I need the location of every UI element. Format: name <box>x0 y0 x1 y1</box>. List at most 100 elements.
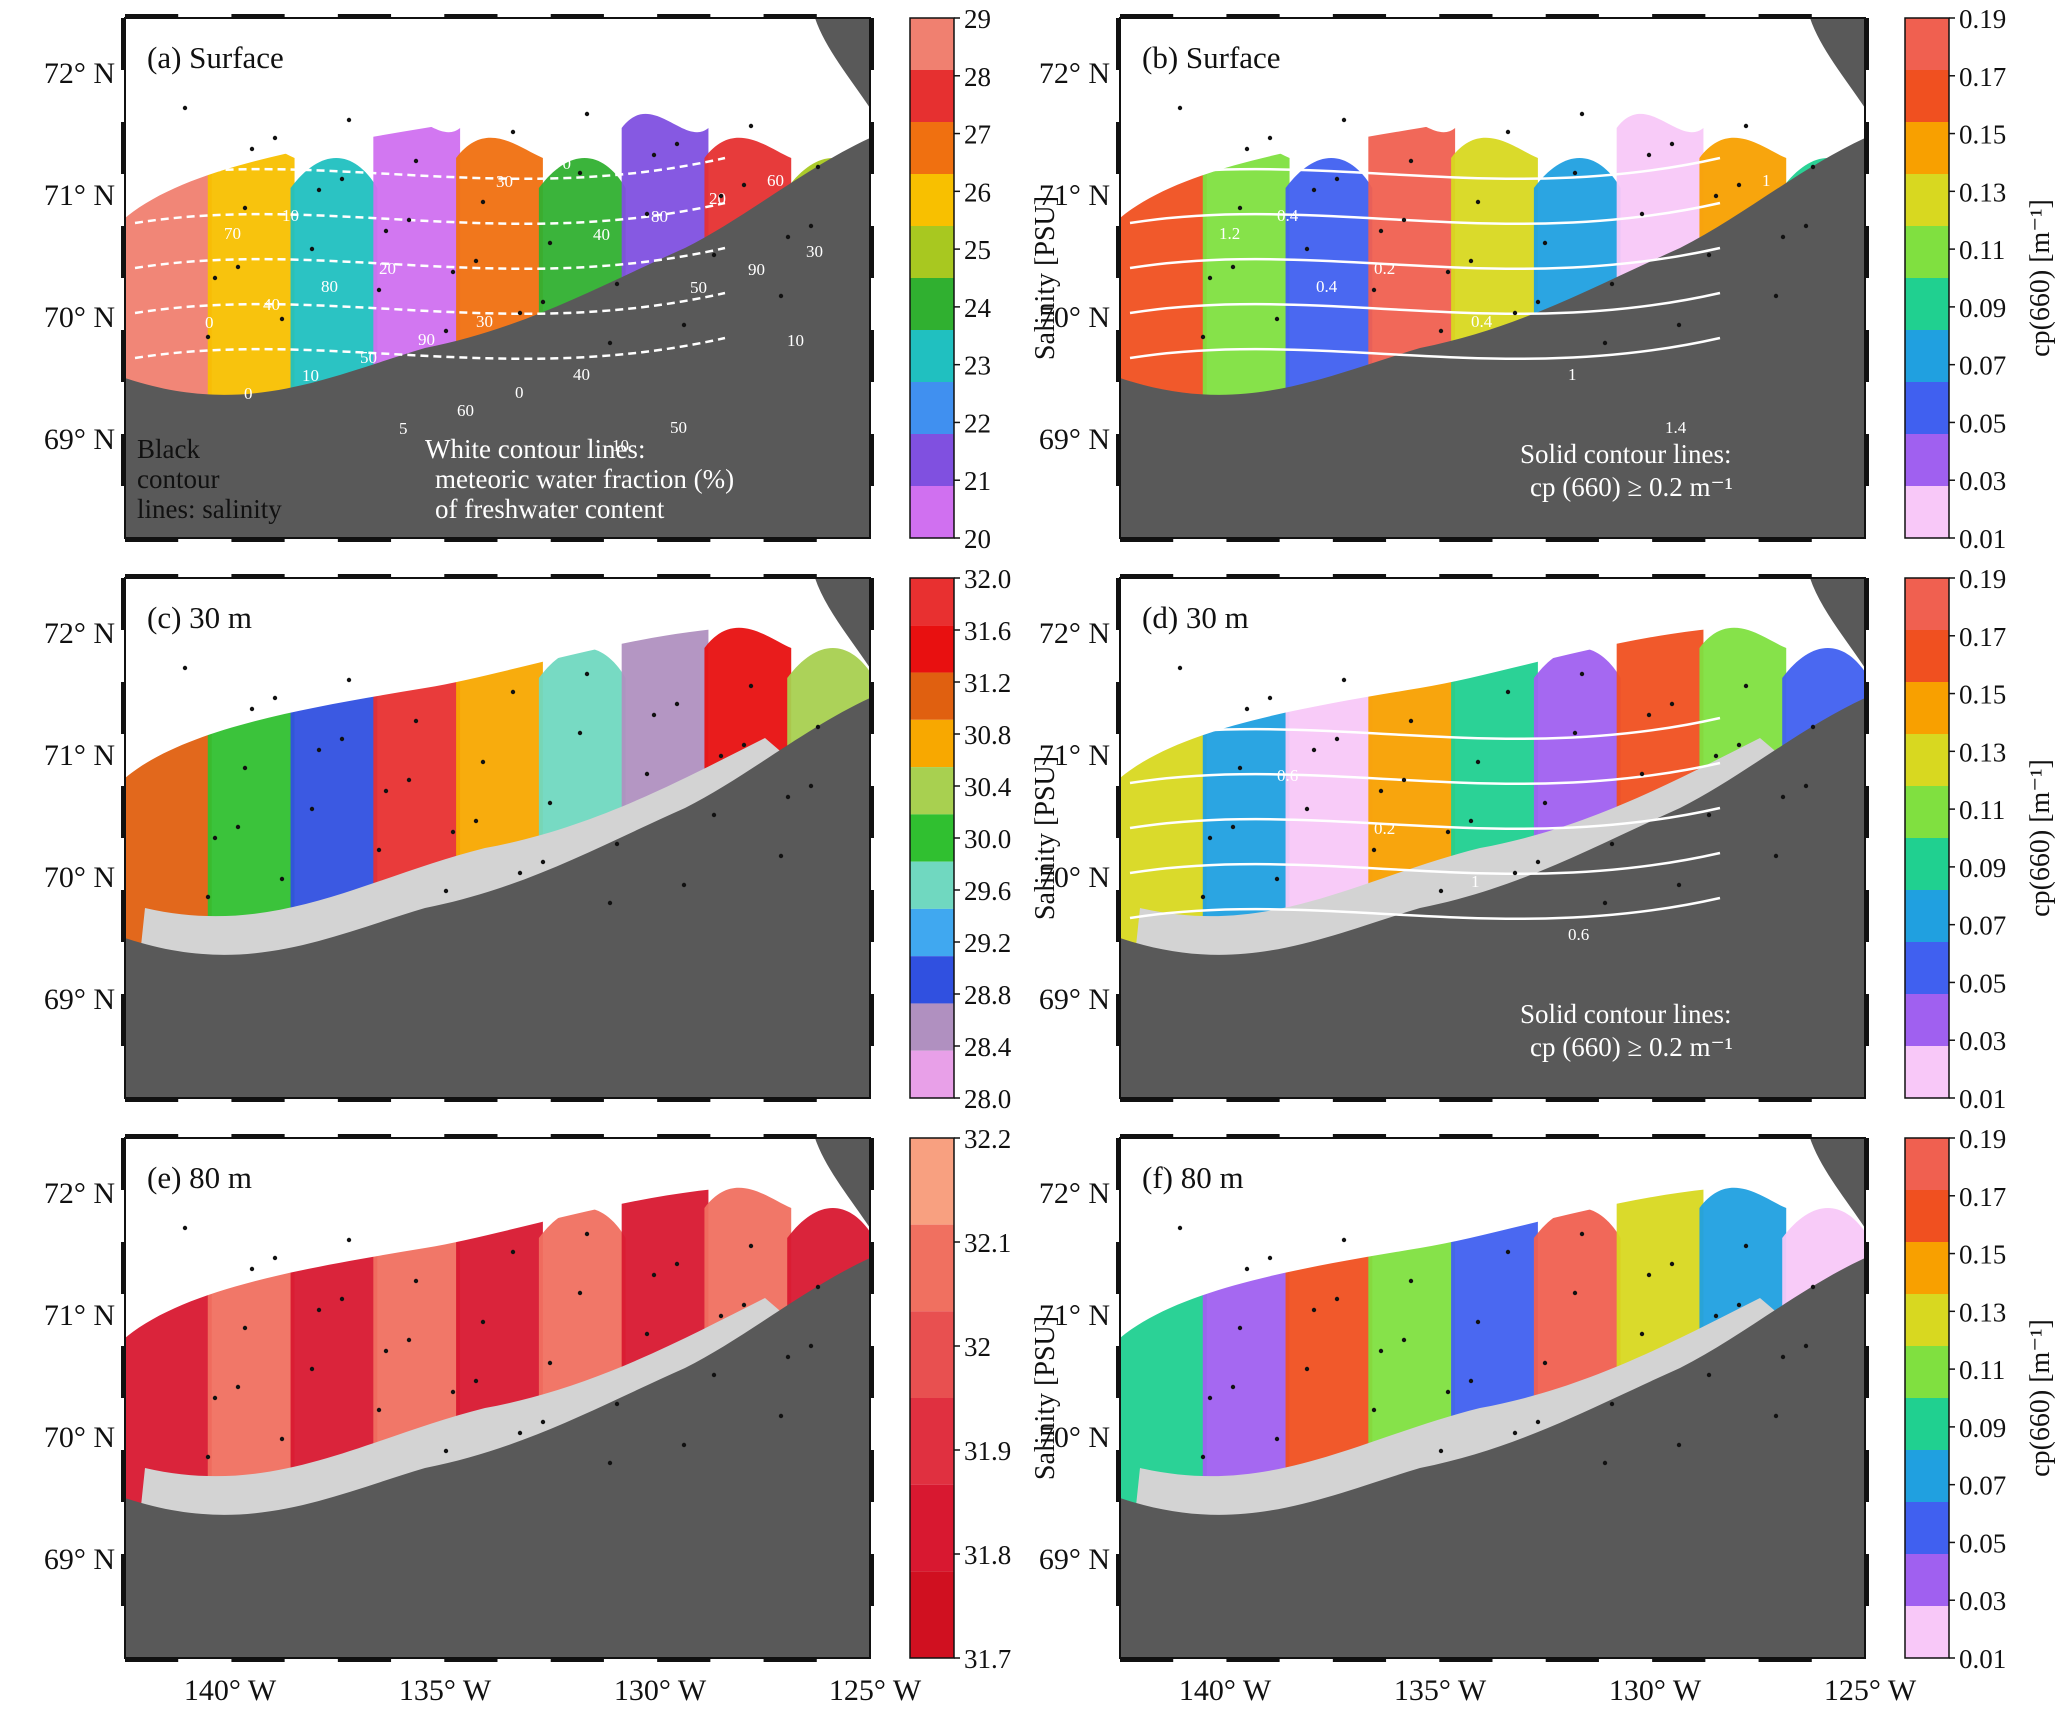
station-dot <box>1311 747 1317 753</box>
frame-tick <box>1865 1242 1869 1294</box>
station-dot <box>272 1255 278 1261</box>
station-dot <box>1780 1354 1786 1360</box>
station-dot <box>1736 1302 1742 1308</box>
station-dot <box>1438 328 1444 334</box>
station-dot <box>1773 293 1779 299</box>
lat-tick-label: 70° N <box>1039 861 1110 894</box>
frame-tick <box>1226 14 1280 18</box>
station-dot <box>1311 187 1317 193</box>
contour-label: 1.2 <box>1219 224 1240 243</box>
station-dot <box>778 853 784 859</box>
station-dot <box>212 275 218 281</box>
station-dot <box>1542 1360 1548 1366</box>
station-dot <box>1773 1413 1779 1419</box>
colorbar-title: cp(660) [m⁻¹] <box>2025 1319 2056 1477</box>
station-dot <box>1341 677 1347 683</box>
colorbar-swatch <box>1905 278 1949 330</box>
station-dot <box>473 1378 479 1384</box>
station-dot <box>443 888 449 894</box>
station-dot <box>1274 1436 1280 1442</box>
contour-label: 90 <box>418 330 435 349</box>
station-dot <box>584 1231 590 1237</box>
frame-tick <box>1116 226 1120 278</box>
contour-label: 20 <box>709 189 726 208</box>
frame-tick <box>1120 1134 1174 1138</box>
contour-label: 40 <box>573 365 590 384</box>
station-dot <box>235 824 241 830</box>
station-dot <box>309 246 315 252</box>
frame-tick <box>231 538 285 542</box>
station-dot <box>473 818 479 824</box>
contour-label: 80 <box>651 207 668 226</box>
colorbar-label: 0.01 <box>1959 1644 2006 1674</box>
station-dot <box>517 870 523 876</box>
frame-tick <box>1865 578 1869 630</box>
colorbar-title: Salinity [PSU] <box>1030 1316 1061 1480</box>
frame-tick <box>870 226 874 278</box>
panel-c-map <box>125 578 870 1098</box>
colorbar-label: 0.05 <box>1959 968 2006 998</box>
station-dot <box>1207 1395 1213 1401</box>
station-dot <box>785 234 791 240</box>
station-dot <box>785 1354 791 1360</box>
lat-tick-label: 70° N <box>44 301 115 334</box>
frame-tick <box>1116 1554 1120 1606</box>
frame-tick <box>1332 574 1387 578</box>
land-mass <box>125 698 870 1098</box>
contour-label: 1 <box>185 153 194 172</box>
colorbar-swatch <box>910 1003 954 1051</box>
annotation: Solid contour lines: <box>1520 439 1732 469</box>
station-dot <box>584 671 590 677</box>
station-dot <box>540 859 546 865</box>
colorbar-label: 27 <box>964 120 991 150</box>
station-dot <box>1676 882 1682 888</box>
frame-tick <box>231 1658 285 1662</box>
colorbar-swatch <box>1905 382 1949 434</box>
station-dot <box>235 264 241 270</box>
station-dot <box>1803 1343 1809 1349</box>
frame-tick <box>444 538 498 542</box>
contour-label: 40 <box>263 295 280 314</box>
frame-tick <box>337 538 392 542</box>
frame-tick <box>1439 1134 1493 1138</box>
station-dot <box>540 299 546 305</box>
contour-line <box>1129 336 1721 361</box>
station-dot <box>1408 718 1414 724</box>
colorbar-frame <box>909 17 955 539</box>
colorbar-swatch <box>910 719 954 768</box>
colorbar-label: 0.05 <box>1959 1528 2006 1558</box>
panel-a-map: 1102030405060708090010203040506070809001… <box>125 18 870 538</box>
station-dot <box>1780 234 1786 240</box>
frame-tick <box>870 18 874 70</box>
station-dot <box>808 223 814 229</box>
frame-tick <box>870 786 874 838</box>
colorbar-swatch <box>1905 786 1949 838</box>
station-dot <box>1602 900 1608 906</box>
station-dot <box>1669 141 1675 147</box>
colorbar-swatch <box>910 672 954 720</box>
station-dot <box>510 1249 516 1255</box>
colorbar-label: 0.17 <box>1959 622 2006 652</box>
station-dot <box>1646 712 1652 718</box>
station-dot <box>674 701 680 707</box>
colorbar-swatch <box>1905 1294 1949 1346</box>
frame-tick <box>1332 1134 1387 1138</box>
station-dot <box>272 695 278 701</box>
station-dot <box>339 736 345 742</box>
colorbar-swatch <box>1905 994 1949 1046</box>
colorbar-swatch <box>1905 630 1949 682</box>
station-dot <box>383 1348 389 1354</box>
station-dot <box>339 176 345 182</box>
station-dot <box>339 1296 345 1302</box>
lat-tick-label: 70° N <box>44 861 115 894</box>
station-dot <box>346 117 352 123</box>
panel-a: 1102030405060708090010203040506070809001… <box>44 4 1061 554</box>
colorbar-label: 0.15 <box>1959 1240 2006 1270</box>
colorbar-swatch <box>910 1311 954 1398</box>
station-dot <box>815 164 821 170</box>
station-dot <box>1609 1401 1615 1407</box>
frame-tick <box>121 1346 125 1398</box>
contour-label: 1 <box>1568 365 1577 384</box>
colorbar-label: 29.2 <box>964 928 1011 958</box>
station-dot <box>376 287 382 293</box>
